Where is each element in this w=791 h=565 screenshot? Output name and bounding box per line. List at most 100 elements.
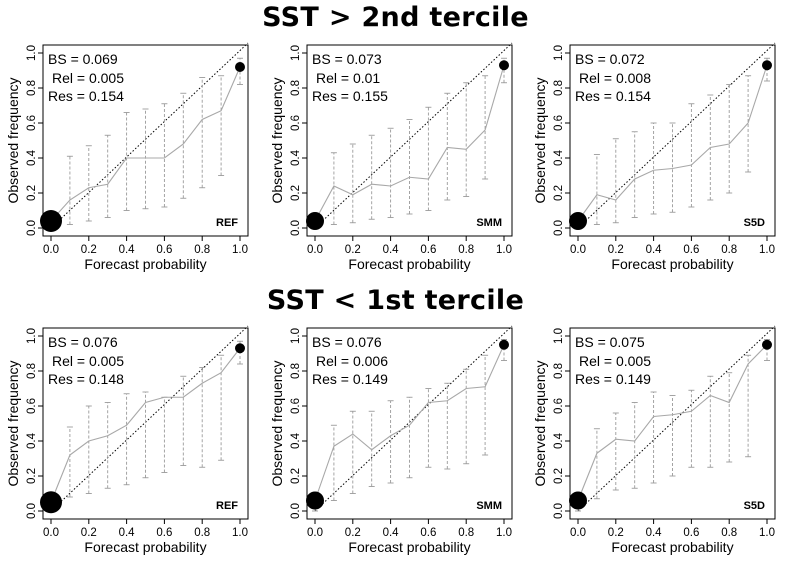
ci-bar: [669, 395, 676, 477]
ci-bar: [123, 393, 130, 486]
model-label: REF: [216, 217, 238, 229]
reliability-panel-top-s5d: 0.0 0.2 0.4 0.6 0.8 1.0 0.0 0.2 0.4 0.6 0.8 1.0 Fore…: [527, 35, 791, 280]
ci-bar: [142, 391, 149, 479]
y-axis-label: Observed frequency: [5, 77, 21, 203]
x-axis-label: Forecast probability: [611, 539, 733, 555]
y-tick-label: 0.2: [553, 468, 565, 484]
sample-size-dot: [40, 210, 62, 232]
y-tick-label: 0.0: [290, 503, 302, 519]
reliability-curve: [577, 344, 768, 501]
ci-bar: [85, 145, 92, 222]
ci-bar: [218, 75, 225, 176]
ci-bar: [593, 428, 600, 500]
y-tick-label: 0.4: [553, 432, 565, 449]
ci-bar: [349, 143, 356, 224]
ci-bar: [463, 82, 470, 197]
x-tick-label: 1.0: [232, 244, 248, 256]
sample-size-dot: [499, 60, 509, 71]
x-tick-label: 0.4: [646, 244, 663, 256]
ci-bar: [387, 400, 394, 484]
plot-frame: [569, 327, 776, 520]
reliability-curve: [577, 65, 768, 222]
stats-line: Rel = 0.005: [52, 353, 124, 369]
stats-line: BS = 0.076: [48, 334, 118, 350]
plot-frame: [42, 44, 249, 237]
x-axis-label: Forecast probability: [84, 539, 206, 555]
diagonal-line: [50, 325, 249, 512]
ci-bar: [104, 134, 111, 218]
ci-bar: [726, 84, 733, 194]
y-tick-label: 0.0: [553, 220, 565, 236]
stats-line: Res = 0.148: [48, 371, 124, 387]
x-axis-label: Forecast probability: [348, 256, 470, 272]
y-tick-label: 0.6: [290, 398, 302, 414]
x-tick-label: 0.4: [383, 527, 400, 539]
x-tick-label: 0.6: [420, 244, 436, 256]
x-tick-label: 0.2: [81, 527, 97, 539]
stats-line: BS = 0.073: [312, 51, 382, 67]
ci-bar: [142, 108, 149, 210]
reliability-curve: [314, 65, 505, 222]
sample-size-dot: [569, 212, 587, 230]
y-tick-label: 0.8: [26, 363, 38, 379]
ci-bar: [199, 77, 206, 189]
sample-size-dot: [40, 491, 62, 514]
reliability-panel-bottom-smm: 0.0 0.2 0.4 0.6 0.8 1.0 0.0 0.2 0.4 0.6 0.8 1.0 Fore…: [264, 318, 528, 563]
sample-size-dot: [235, 343, 245, 354]
x-tick-label: 0.4: [383, 244, 400, 256]
y-tick-label: 1.0: [290, 45, 302, 61]
ci-bar: [482, 354, 489, 456]
ci-bar: [650, 122, 657, 215]
y-axis-label: Observed frequency: [532, 77, 548, 203]
reliability-curve: [50, 66, 241, 222]
plot-frame: [569, 44, 776, 237]
y-tick-label: 0.2: [290, 185, 302, 201]
ci-bar: [406, 119, 413, 215]
ci-bar: [368, 134, 375, 220]
y-tick-label: 0.8: [26, 80, 38, 96]
y-axis-label: Observed frequency: [269, 77, 285, 203]
x-tick-label: 0.2: [345, 527, 361, 539]
x-tick-label: 0.6: [156, 527, 172, 539]
ci-bar: [161, 396, 168, 473]
x-tick-label: 0.0: [570, 244, 586, 256]
x-tick-label: 0.0: [43, 527, 59, 539]
reliability-curve: [314, 344, 505, 501]
stats-line: Rel = 0.005: [52, 70, 124, 86]
reliability-curve: [50, 347, 241, 503]
ci-bar: [444, 382, 451, 470]
y-tick-label: 0.8: [290, 363, 302, 379]
ci-bar: [650, 391, 657, 484]
x-tick-label: 1.0: [496, 527, 512, 539]
y-tick-label: 0.6: [26, 398, 38, 414]
y-tick-label: 0.6: [26, 115, 38, 131]
stats-line: BS = 0.072: [575, 51, 645, 67]
diagonal-line: [314, 42, 513, 229]
reliability-panel-bottom-s5d: 0.0 0.2 0.4 0.6 0.8 1.0 0.0 0.2 0.4 0.6 0.8 1.0 Fore…: [527, 318, 791, 563]
chart-svg: 0.0 0.2 0.4 0.6 0.8 1.0 0.0 0.2 0.4 0.6 0.8 1.0 Fore…: [269, 325, 513, 555]
ci-bar: [688, 389, 695, 468]
y-tick-label: 0.4: [26, 432, 38, 449]
x-tick-label: 0.6: [420, 527, 436, 539]
chart-svg: 0.0 0.2 0.4 0.6 0.8 1.0 0.0 0.2 0.4 0.6 0.8 1.0 Fore…: [532, 325, 776, 555]
stats-line: Res = 0.154: [48, 88, 124, 104]
chart-svg: 0.0 0.2 0.4 0.6 0.8 1.0 0.0 0.2 0.4 0.6 0.8 1.0 Fore…: [5, 42, 249, 272]
stats-line: Rel = 0.01: [316, 70, 380, 86]
x-tick-label: 1.0: [496, 244, 512, 256]
ci-bar: [463, 368, 470, 465]
x-tick-label: 0.8: [721, 244, 737, 256]
ci-bar: [104, 402, 111, 489]
model-label: REF: [216, 500, 238, 512]
ci-bar: [444, 92, 451, 201]
x-tick-label: 0.0: [307, 244, 323, 256]
x-tick-label: 0.8: [721, 527, 737, 539]
y-tick-label: 0.2: [26, 185, 38, 201]
ci-bar: [330, 424, 337, 501]
sample-size-dot: [499, 339, 509, 350]
ci-bar: [707, 375, 714, 468]
x-tick-label: 0.4: [646, 527, 663, 539]
stats-line: Rel = 0.008: [579, 70, 651, 86]
plot-frame: [42, 327, 249, 520]
sample-size-dot: [762, 60, 772, 71]
y-tick-label: 0.6: [290, 115, 302, 131]
